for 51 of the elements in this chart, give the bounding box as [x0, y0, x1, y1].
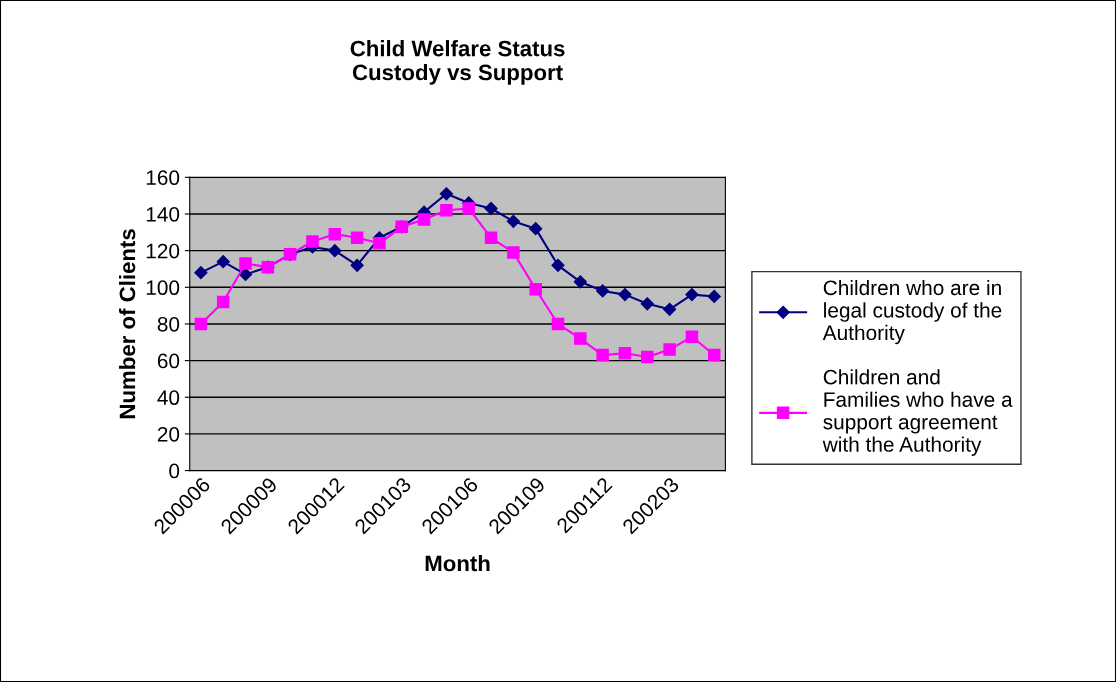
point: [462, 202, 475, 215]
point: [373, 237, 386, 250]
y-tick-label: 140: [146, 206, 180, 222]
point: [663, 302, 677, 316]
point: [439, 187, 453, 201]
point: [306, 235, 319, 248]
point: [216, 295, 230, 309]
point: [707, 348, 721, 362]
y-tick-label: 0: [169, 463, 180, 479]
point: [484, 231, 498, 245]
legend-label: Children who are in legal custody of the Authority: [822, 279, 1002, 345]
point: [641, 350, 654, 364]
y-tick-label: 40: [157, 390, 180, 406]
y-tick-label: 100: [146, 280, 180, 296]
point: [685, 330, 699, 344]
y-tick-label: 120: [146, 243, 180, 259]
y-axis-title: Number of Clients: [118, 229, 136, 419]
point: [551, 258, 565, 272]
point: [507, 246, 520, 259]
point: [440, 204, 453, 217]
point: [618, 347, 632, 360]
point: [551, 317, 565, 331]
point: [596, 348, 609, 362]
point: [529, 282, 542, 296]
point: [707, 289, 721, 304]
y-tick-label: 80: [157, 316, 180, 332]
point: [596, 284, 610, 298]
point: [417, 213, 431, 226]
point: [194, 266, 208, 280]
point: [573, 275, 587, 289]
chart-title: Child Welfare Status Custody vs Support: [350, 40, 565, 85]
point: [663, 343, 676, 356]
y-tick-label: 20: [157, 426, 180, 442]
x-axis-title: Month: [425, 554, 490, 572]
point: [484, 201, 498, 216]
point: [194, 317, 208, 331]
point: [640, 297, 654, 311]
point: [529, 222, 543, 236]
point: [239, 257, 252, 270]
point: [350, 258, 364, 272]
point: [216, 255, 230, 269]
point: [685, 288, 699, 302]
point: [328, 244, 342, 258]
legend-label: Children and Families who have a support agreement with the Authority: [822, 369, 1013, 456]
point: [328, 227, 342, 241]
y-tick-label: 60: [157, 353, 180, 369]
point: [350, 231, 364, 245]
point: [618, 288, 632, 302]
y-tick-label: 160: [146, 170, 180, 186]
point: [506, 214, 520, 228]
point: [574, 332, 587, 345]
